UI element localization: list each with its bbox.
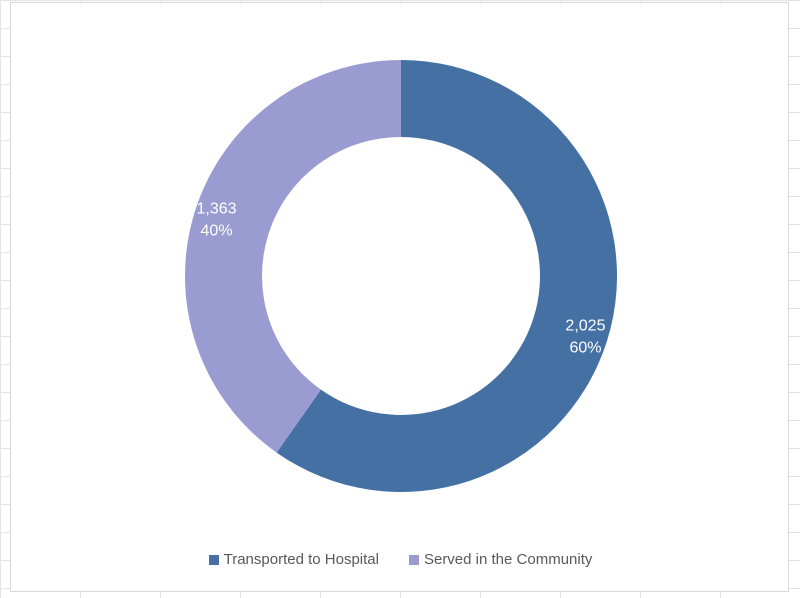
legend-swatch-community (408, 554, 419, 565)
data-label-percent-0: 60% (569, 339, 601, 356)
legend-swatch-transported (208, 554, 219, 565)
data-label-value-0: 2,025 (565, 317, 605, 334)
donut-chart: 2,025 60% 1,363 40% (184, 60, 617, 493)
data-label-value-1: 1,363 (197, 201, 237, 218)
data-label-percent-1: 40% (201, 223, 233, 240)
legend-label-transported: Transported to Hospital (223, 551, 379, 568)
chart-area[interactable]: 2,025 60% 1,363 40% Transported to Hospital… (10, 2, 789, 592)
legend-item-community[interactable]: Served in the Community (408, 551, 593, 568)
donut-slice-1[interactable] (184, 60, 401, 453)
donut-slice-0[interactable] (276, 60, 617, 493)
legend: Transported to Hospital Served in the Co… (11, 551, 790, 568)
legend-item-transported[interactable]: Transported to Hospital (208, 551, 379, 568)
legend-label-community: Served in the Community (423, 551, 593, 568)
